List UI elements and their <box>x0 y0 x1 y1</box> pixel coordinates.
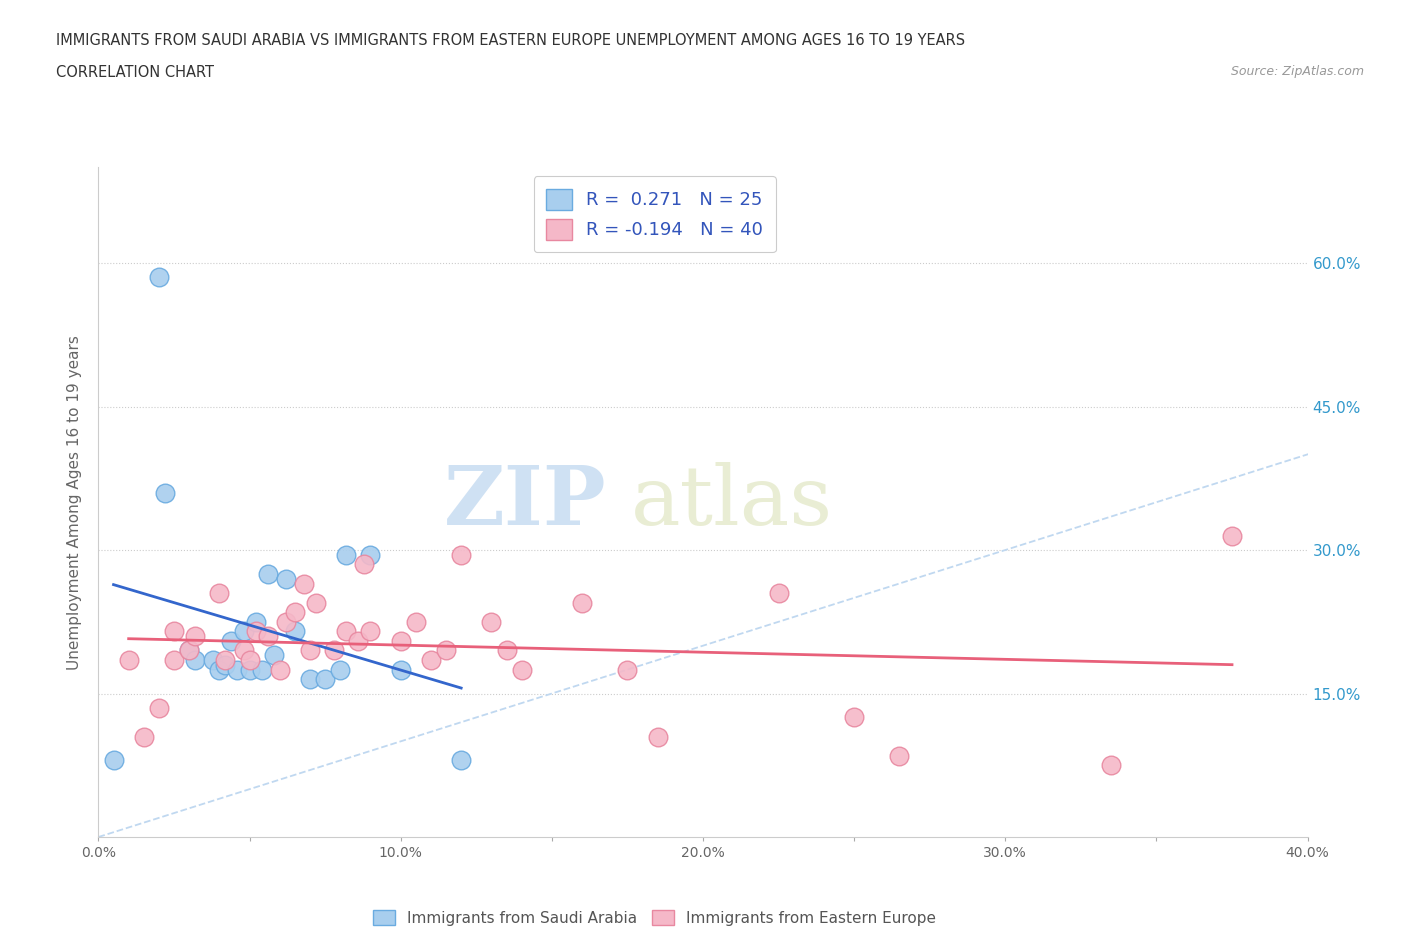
Point <box>360 624 382 639</box>
Point <box>481 615 503 630</box>
Point <box>389 662 412 677</box>
Point <box>232 643 254 658</box>
Point <box>245 615 267 630</box>
Point <box>314 671 336 686</box>
Point <box>305 595 328 610</box>
Point <box>353 557 375 572</box>
Point <box>360 548 382 563</box>
Point <box>495 643 517 658</box>
Point <box>263 648 285 663</box>
Text: IMMIGRANTS FROM SAUDI ARABIA VS IMMIGRANTS FROM EASTERN EUROPE UNEMPLOYMENT AMON: IMMIGRANTS FROM SAUDI ARABIA VS IMMIGRAN… <box>56 33 966 47</box>
Point <box>208 662 231 677</box>
Point <box>420 653 443 668</box>
Point <box>510 662 533 677</box>
Point <box>284 604 307 619</box>
Point <box>245 624 267 639</box>
Point <box>256 629 278 644</box>
Point <box>202 653 225 668</box>
Point <box>405 615 427 630</box>
Point <box>1099 758 1122 773</box>
Legend: Immigrants from Saudi Arabia, Immigrants from Eastern Europe: Immigrants from Saudi Arabia, Immigrants… <box>366 902 943 930</box>
Point <box>118 653 141 668</box>
Point <box>103 753 125 768</box>
Point <box>239 662 262 677</box>
Point <box>221 633 243 648</box>
Point <box>274 615 297 630</box>
Point <box>163 653 186 668</box>
Point <box>274 571 297 586</box>
Point <box>163 624 186 639</box>
Point <box>1220 528 1243 543</box>
Point <box>844 710 866 724</box>
Point <box>269 662 291 677</box>
Point <box>434 643 457 658</box>
Point <box>232 624 254 639</box>
Point <box>214 658 236 672</box>
Point <box>226 662 249 677</box>
Text: ZIP: ZIP <box>444 462 606 542</box>
Text: atlas: atlas <box>630 462 832 542</box>
Point <box>292 576 315 591</box>
Point <box>148 700 170 715</box>
Point <box>450 753 472 768</box>
Point <box>250 662 273 677</box>
Point <box>179 643 201 658</box>
Point <box>347 633 370 648</box>
Point <box>571 595 593 610</box>
Text: Source: ZipAtlas.com: Source: ZipAtlas.com <box>1230 65 1364 78</box>
Point <box>184 629 207 644</box>
Point <box>132 729 155 744</box>
Point <box>329 662 352 677</box>
Point <box>768 586 790 601</box>
Point <box>323 643 346 658</box>
Point <box>299 643 322 658</box>
Point <box>256 566 278 581</box>
Point <box>616 662 638 677</box>
Text: CORRELATION CHART: CORRELATION CHART <box>56 65 214 80</box>
Point <box>889 749 911 764</box>
Point <box>335 548 357 563</box>
Point <box>148 270 170 285</box>
Point <box>184 653 207 668</box>
Point <box>214 653 236 668</box>
Y-axis label: Unemployment Among Ages 16 to 19 years: Unemployment Among Ages 16 to 19 years <box>67 335 83 670</box>
Point <box>153 485 176 500</box>
Point <box>208 586 231 601</box>
Point <box>450 548 472 563</box>
Point <box>284 624 307 639</box>
Point <box>389 633 412 648</box>
Point <box>299 671 322 686</box>
Point <box>647 729 669 744</box>
Point <box>179 643 201 658</box>
Point <box>335 624 357 639</box>
Point <box>239 653 262 668</box>
